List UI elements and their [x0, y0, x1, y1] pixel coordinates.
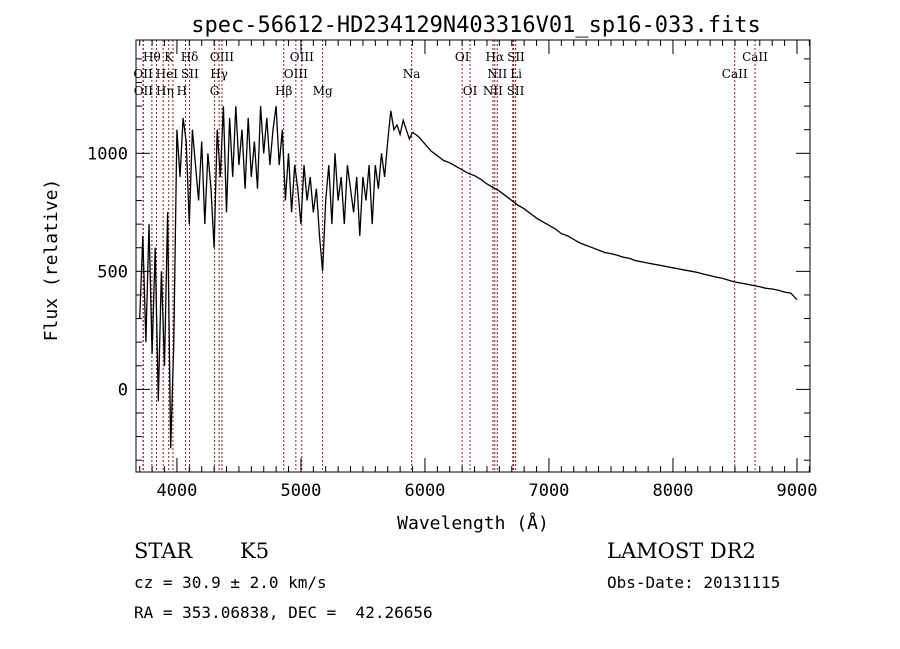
x-tick-label: 5000 — [280, 481, 321, 501]
plot-frame — [135, 39, 811, 473]
line-label: NII — [483, 84, 503, 98]
line-label: Hα — [486, 50, 505, 64]
x-axis-label: Wavelength (Å) — [397, 512, 549, 534]
axes-layer: 4000 5000 6000 7000 8000 9000 0 500 1000 — [87, 40, 817, 501]
x-tick-label: 4000 — [156, 481, 197, 501]
line-label: Hγ — [210, 67, 228, 81]
spectrum-joint — [412, 131, 420, 138]
y-axis-label: Flux (relative) — [41, 179, 62, 342]
line-label: Na — [403, 67, 421, 81]
line-label: OI — [463, 84, 478, 98]
line-label: Hβ — [275, 84, 292, 98]
line-label: OIII — [290, 50, 314, 64]
y-tick-label: 500 — [97, 262, 128, 282]
chart-title: spec-56612-HD234129N403316V01_sp16-033.f… — [191, 13, 761, 38]
coordinates-info: RA = 353.06838, DEC = 42.26656 — [134, 603, 433, 622]
y-tick-label: 0 — [118, 380, 128, 400]
object-type: STAR — [134, 539, 193, 563]
line-label: CaII — [742, 50, 768, 64]
x-tick-label: 9000 — [777, 481, 818, 501]
redshift-info: cz = 30.9 ± 2.0 km/s — [134, 573, 327, 592]
line-label: OIII — [210, 50, 234, 64]
line-label: H — [177, 84, 187, 98]
line-label: HeI — [156, 67, 179, 81]
line-label: K — [164, 50, 174, 64]
spectrum-layer — [139, 106, 798, 449]
x-tick-label: 6000 — [404, 481, 445, 501]
x-tick-label: 7000 — [528, 481, 569, 501]
line-label: G — [210, 84, 220, 98]
line-label: Li — [510, 67, 522, 81]
line-label: OI — [455, 50, 470, 64]
observation-date: Obs-Date: 20131115 — [607, 573, 781, 592]
line-label: OII — [134, 84, 154, 98]
line-label: SII — [181, 67, 199, 81]
line-label: Mg — [313, 84, 333, 98]
survey-name: LAMOST DR2 — [607, 539, 756, 563]
line-label: SII — [507, 84, 525, 98]
line-label: Hδ — [181, 50, 199, 64]
x-tick-label: 8000 — [652, 481, 693, 501]
line-label: OIII — [284, 67, 308, 81]
object-subclass: K5 — [240, 539, 270, 563]
spectrum-series-spectrum-red — [418, 136, 798, 301]
line-label: NII — [487, 67, 507, 81]
spectrum-series-spectrum-blue — [139, 106, 414, 449]
line-label: CaII — [722, 67, 748, 81]
y-tick-label: 1000 — [87, 144, 128, 164]
line-label: Hη — [156, 84, 174, 98]
line-label: Hθ — [143, 50, 161, 64]
